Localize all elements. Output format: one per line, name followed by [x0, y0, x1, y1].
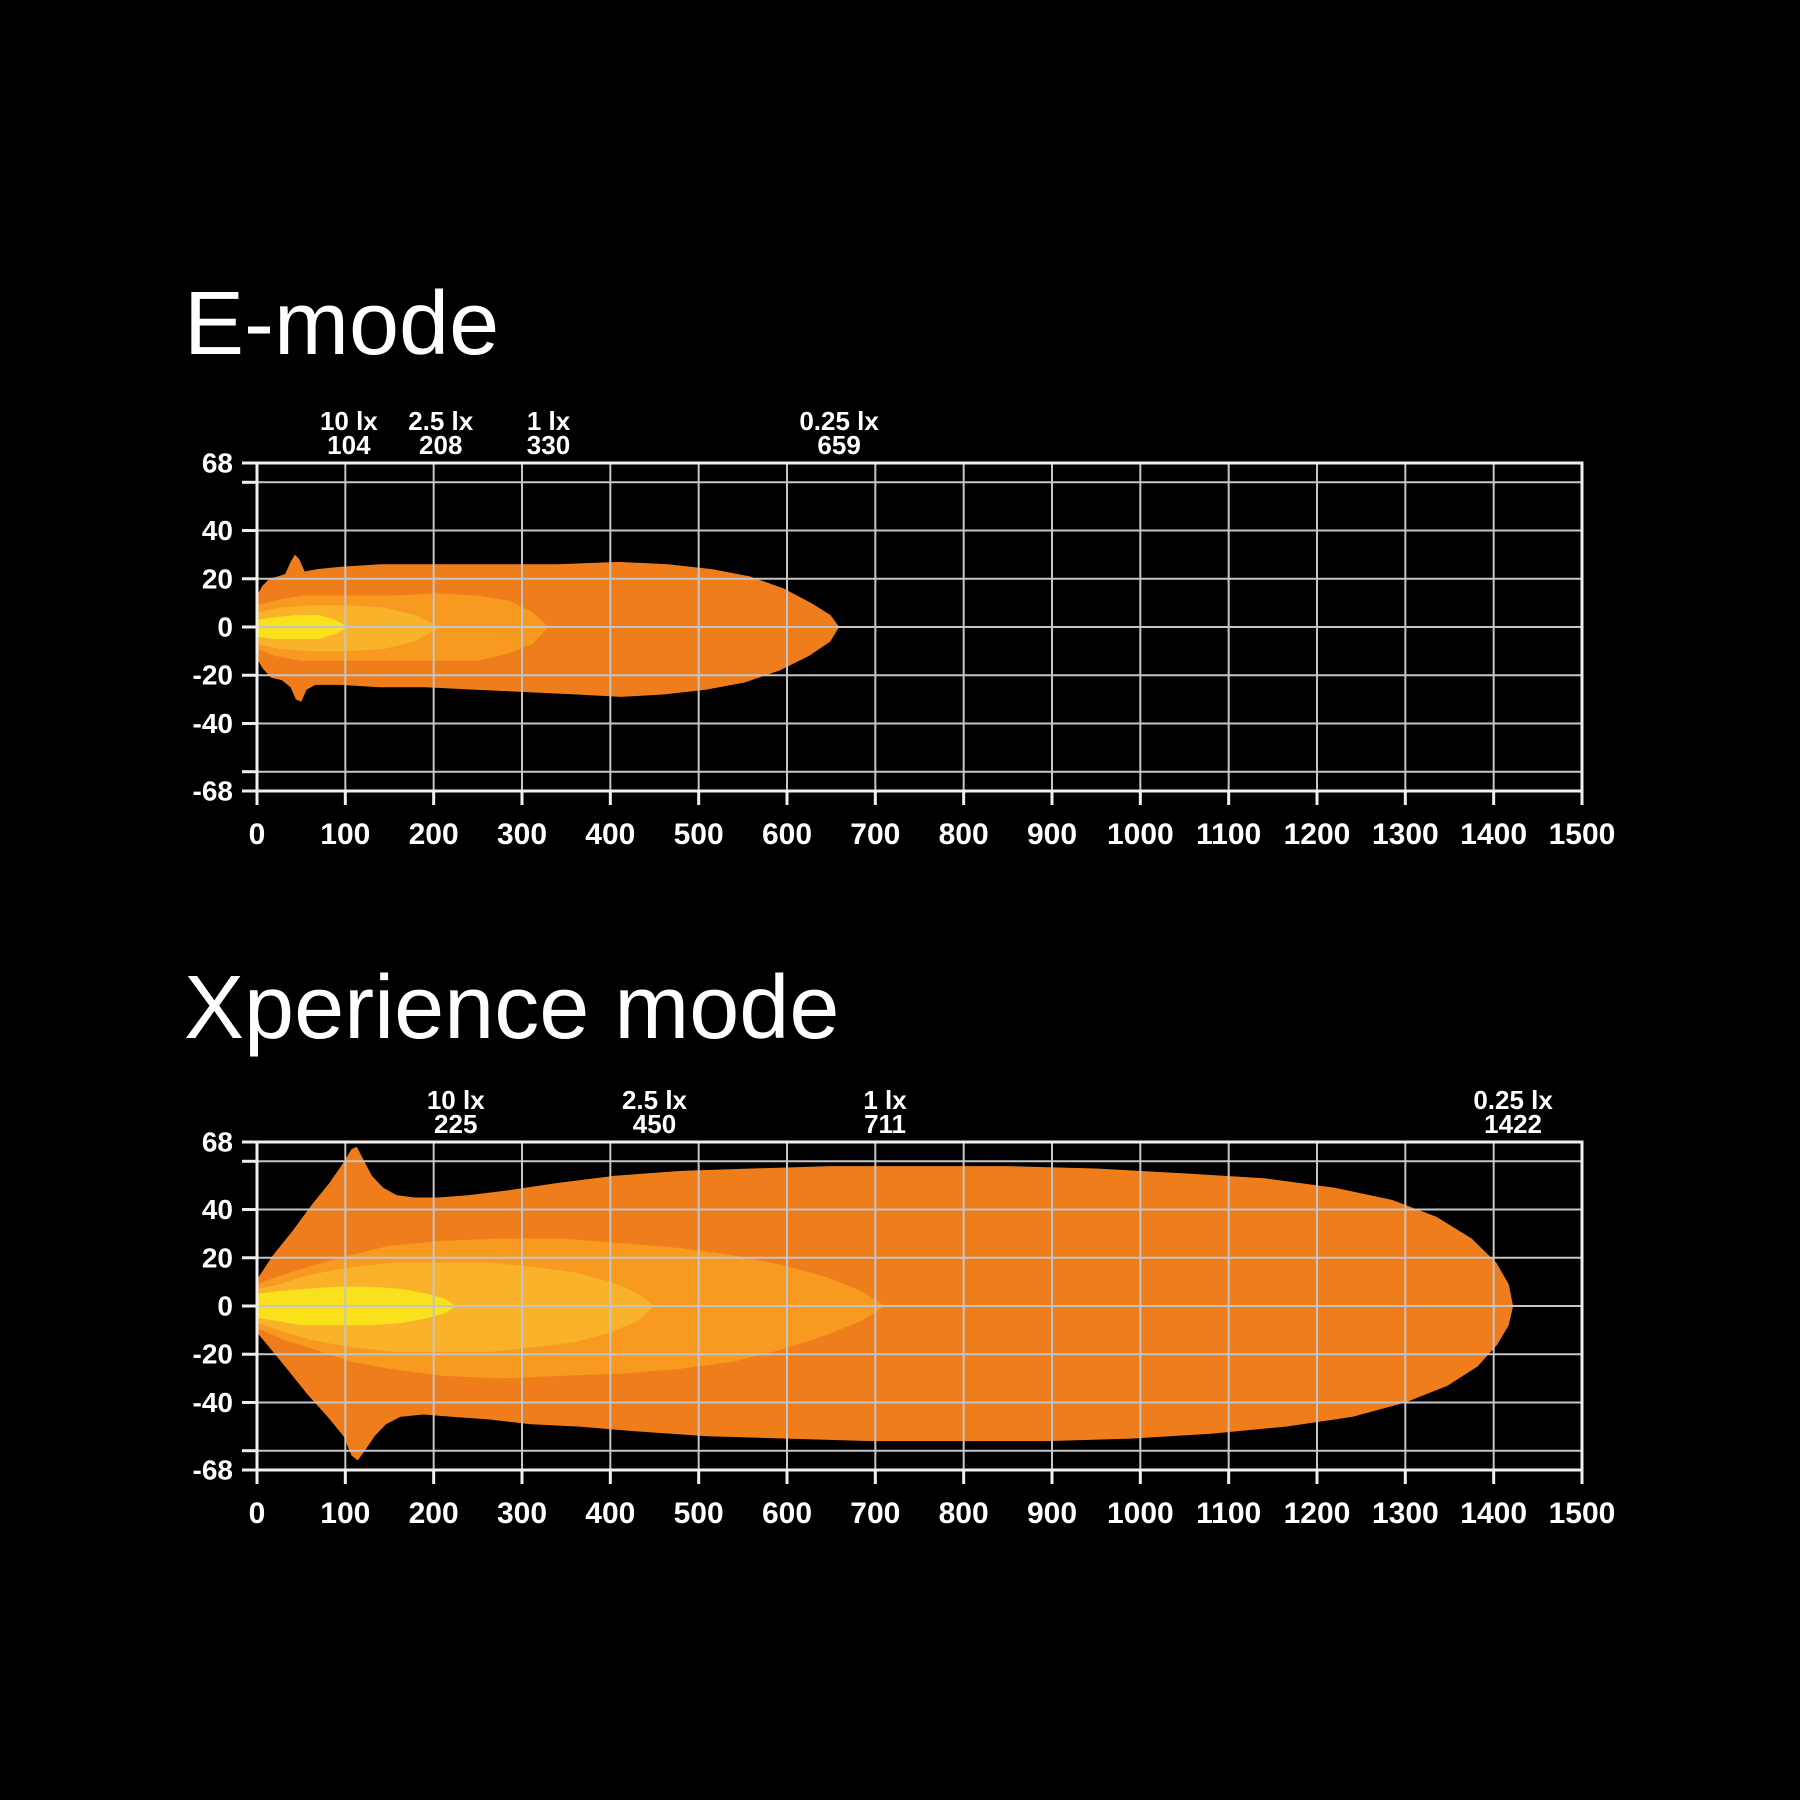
x-tick-label: 700	[850, 818, 900, 851]
y-axis-labels: 68 40 20 0 -20 -40 -68	[193, 448, 233, 807]
annotation-lux-label: 10 lx	[320, 406, 378, 436]
x-tick-label: 600	[762, 818, 812, 851]
isolux-region-2-5lx	[257, 1262, 655, 1352]
annotation-lux-label: 0.25 lx	[1473, 1085, 1553, 1115]
x-tick-label: 1400	[1460, 1497, 1527, 1530]
y-tick-label: -68	[193, 776, 233, 807]
annotation-lux-label: 1 lx	[863, 1085, 907, 1115]
x-tick-label: 200	[409, 818, 459, 851]
annotation-lux-label: 1 lx	[527, 406, 571, 436]
x-tick-label: 300	[497, 818, 547, 851]
x-tick-label: 800	[939, 1497, 989, 1530]
y-tick-label: -68	[193, 1455, 233, 1486]
x-tick-label: 1100	[1196, 1497, 1261, 1530]
x-tick-label: 0	[249, 818, 266, 851]
x-tick-label: 1500	[1549, 818, 1616, 851]
x-tick-label: 800	[939, 818, 989, 851]
y-tick-label: -20	[193, 660, 233, 691]
annotation-lux-label: 2.5 lx	[408, 406, 474, 436]
x-tick-label: 1000	[1107, 818, 1174, 851]
x-tick-label: 100	[320, 818, 370, 851]
beam-pattern	[257, 1146, 1514, 1461]
annotation-distance: 330	[527, 430, 570, 460]
y-tick-label: 68	[202, 448, 233, 479]
x-tick-label: 0	[249, 1497, 266, 1530]
annotation-distance: 711	[864, 1109, 906, 1139]
annotation-distance: 104	[327, 430, 371, 460]
beam-pattern	[257, 554, 840, 702]
isolux-region-0-25lx	[257, 1146, 1514, 1461]
annotation-distance: 450	[633, 1109, 676, 1139]
y-tick-label: -40	[193, 708, 233, 739]
y-tick-label: 40	[202, 1194, 233, 1225]
x-tick-label: 300	[497, 1497, 547, 1530]
x-tick-label: 1400	[1460, 818, 1527, 851]
x-axis-labels: 0 100 200 300 400 500 600 700 800 900 1000 1100 1200…	[249, 818, 1616, 851]
x-tick-label: 1300	[1372, 1497, 1439, 1530]
chart-title-xperience-mode: Xperience mode	[184, 958, 840, 1058]
x-tick-label: 400	[585, 1497, 635, 1530]
x-tick-label: 900	[1027, 818, 1077, 851]
axis-ticks	[242, 461, 1584, 805]
x-tick-label: 600	[762, 1497, 812, 1530]
grid-lines	[256, 462, 1583, 792]
x-tick-label: 200	[409, 1497, 459, 1530]
y-tick-label: 0	[217, 612, 233, 643]
x-tick-label: 500	[674, 818, 724, 851]
x-tick-label: 100	[320, 1497, 370, 1530]
e-mode-beam-chart: 0 100 200 300 400 500 600 700 800 900 1000 1100 1200…	[193, 406, 1616, 851]
x-tick-label: 1000	[1107, 1497, 1174, 1530]
x-tick-label: 1200	[1284, 1497, 1351, 1530]
annotation-lux-label: 2.5 lx	[622, 1085, 688, 1115]
x-tick-label: 1200	[1284, 818, 1351, 851]
annotation-distance: 208	[419, 430, 462, 460]
y-axis-labels: 68 40 20 0 -20 -40 -68	[193, 1127, 233, 1486]
isolux-region-0-25lx	[257, 554, 840, 702]
y-tick-label: 0	[217, 1291, 233, 1322]
axis-ticks	[242, 1140, 1584, 1484]
y-tick-label: 20	[202, 1242, 233, 1273]
annotation-distance: 659	[817, 430, 860, 460]
x-tick-label: 1500	[1549, 1497, 1616, 1530]
y-tick-label: 40	[202, 515, 233, 546]
xperience-mode-beam-chart: 0 100 200 300 400 500 600 700 800 900 1000 1100 1200…	[193, 1085, 1616, 1530]
y-tick-label: 20	[202, 563, 233, 594]
x-tick-label: 900	[1027, 1497, 1077, 1530]
annotation-lux-label: 0.25 lx	[799, 406, 879, 436]
y-tick-label: 68	[202, 1127, 233, 1158]
x-tick-label: 400	[585, 818, 635, 851]
x-tick-label: 700	[850, 1497, 900, 1530]
x-tick-label: 1300	[1372, 818, 1439, 851]
x-tick-label: 500	[674, 1497, 724, 1530]
annotation-lux-label: 10 lx	[427, 1085, 485, 1115]
annotation-distance: 225	[434, 1109, 477, 1139]
x-tick-label: 1100	[1196, 818, 1261, 851]
annotation-distance: 1422	[1484, 1109, 1542, 1139]
y-tick-label: -40	[193, 1387, 233, 1418]
x-axis-labels: 0 100 200 300 400 500 600 700 800 900 1000 1100 1200…	[249, 1497, 1616, 1530]
y-tick-label: -20	[193, 1339, 233, 1370]
chart-title-e-mode: E-mode	[184, 274, 500, 374]
